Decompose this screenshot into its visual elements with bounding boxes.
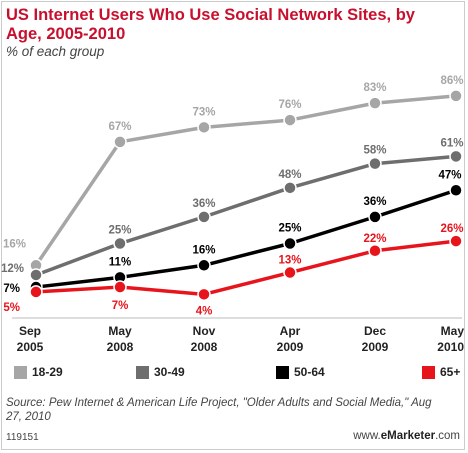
legend: 18-29 30-49 50-64 65+ <box>10 365 460 383</box>
series-line-30-49 <box>35 154 457 277</box>
data-point <box>283 181 297 195</box>
line-chart: Sep 2005 May 2008 Nov 2008 Apr 2009 Dec 2009 May 20… <box>1 75 465 354</box>
data-label: 83% <box>363 82 386 94</box>
legend-swatch <box>14 365 27 379</box>
chart-subtitle: % of each group <box>6 44 105 59</box>
data-point <box>113 280 127 294</box>
data-label: 7% <box>112 300 129 312</box>
data-label: 16% <box>192 244 215 256</box>
data-point <box>368 156 382 171</box>
x-tick-label: 2009 <box>362 340 389 354</box>
x-tick-label: Nov <box>193 324 216 338</box>
data-point <box>449 234 463 248</box>
x-tick-label: Sep <box>19 324 41 338</box>
legend-item: 65+ <box>422 365 460 379</box>
x-tick-label: Dec <box>364 324 386 338</box>
data-point <box>197 210 211 224</box>
data-point <box>197 287 211 302</box>
data-label: 16% <box>3 238 26 250</box>
data-point <box>29 285 43 299</box>
data-point <box>283 236 297 251</box>
data-label: 67% <box>108 121 131 133</box>
x-tick-label: 2010 <box>437 340 464 354</box>
data-label: 48% <box>278 169 301 181</box>
legend-swatch <box>422 365 435 379</box>
legend-label: 18-29 <box>32 365 63 379</box>
data-point <box>283 265 297 280</box>
x-tick-label: 2008 <box>107 340 134 354</box>
x-tick-label: 2008 <box>191 340 218 354</box>
data-point <box>449 183 463 198</box>
data-label: 36% <box>363 196 386 208</box>
x-tick-label: May <box>441 324 465 338</box>
data-point <box>449 89 463 103</box>
x-tick-label: Apr <box>280 324 301 338</box>
data-point <box>368 210 382 224</box>
data-label: 61% <box>440 137 463 149</box>
data-label: 76% <box>278 99 301 111</box>
data-label: 4% <box>196 305 213 317</box>
data-label: 13% <box>278 255 301 267</box>
data-label: 7% <box>3 283 20 295</box>
data-label: 11% <box>109 256 131 268</box>
data-label: 86% <box>440 75 463 87</box>
data-point <box>449 149 463 164</box>
legend-item: 50-64 <box>276 365 325 379</box>
data-point <box>283 113 297 127</box>
data-point <box>368 244 382 258</box>
legend-label: 30-49 <box>154 365 185 379</box>
data-label: 25% <box>278 223 301 235</box>
data-label: 36% <box>192 198 215 210</box>
data-point <box>197 258 211 273</box>
data-point <box>29 268 43 282</box>
legend-swatch <box>136 365 149 379</box>
x-tick-label: 2009 <box>277 340 304 354</box>
legend-item: 18-29 <box>14 365 63 379</box>
chart-title: US Internet Users Who Use Social Network… <box>6 6 415 43</box>
data-point <box>113 236 127 251</box>
legend-item: 30-49 <box>136 365 185 379</box>
data-label: 25% <box>108 225 131 237</box>
data-label: 26% <box>440 223 463 235</box>
x-tick-label: May <box>108 324 132 338</box>
data-point <box>197 120 211 135</box>
data-label: 58% <box>363 145 386 157</box>
data-label: 5% <box>3 302 20 314</box>
legend-swatch <box>276 365 289 379</box>
series-line-50-64 <box>35 188 457 289</box>
brand-logo: www.eMarketer.com <box>353 430 460 442</box>
chart-code: 119151 <box>6 432 39 443</box>
series-line-65+ <box>35 239 457 297</box>
source-note: Source: Pew Internet & American Life Pro… <box>6 397 432 423</box>
data-label: 73% <box>192 106 215 118</box>
legend-label: 50-64 <box>294 365 325 379</box>
legend-label: 65+ <box>440 365 461 379</box>
series-line-18-29 <box>34 94 457 267</box>
data-label: 47% <box>438 169 461 181</box>
x-tick-label: 2005 <box>17 340 44 354</box>
data-label: 12% <box>1 263 24 275</box>
data-label: 22% <box>363 233 386 245</box>
data-point <box>113 135 127 149</box>
data-point <box>368 96 382 110</box>
